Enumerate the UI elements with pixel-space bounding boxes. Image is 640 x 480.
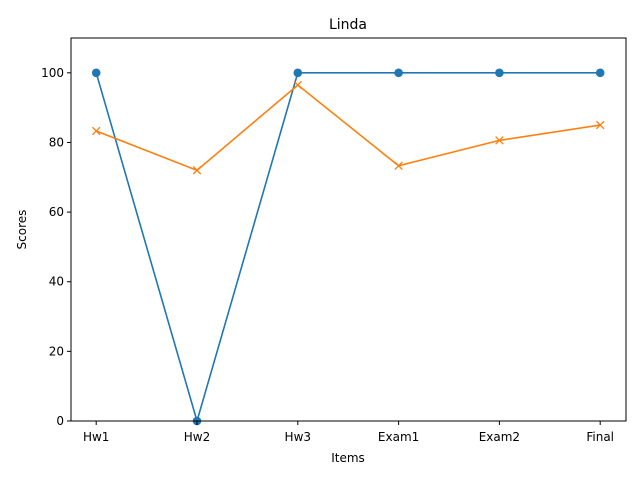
chart-title: Linda: [329, 17, 367, 33]
y-axis: 0 20 40 60 80 100: [41, 66, 71, 428]
data-point: [394, 161, 403, 171]
data-point: [595, 68, 605, 78]
data-point: [394, 68, 403, 78]
series-line: [95, 83, 601, 172]
x-tick-label: Exam2: [479, 430, 520, 444]
y-tick-label: 60: [49, 205, 64, 219]
data-point: [293, 68, 303, 78]
x-axis-label: Items: [331, 451, 365, 465]
series-1: [91, 68, 605, 426]
y-axis-label: Scores: [15, 210, 29, 250]
x-tick-label: Final: [586, 430, 614, 444]
y-tick-label: 40: [49, 275, 64, 289]
data-point: [293, 80, 303, 90]
data-point: [192, 166, 202, 175]
data-point: [91, 68, 101, 78]
y-tick-label: 20: [49, 344, 64, 358]
y-tick-label: 100: [41, 66, 64, 80]
series-line: [95, 72, 601, 424]
data-point: [91, 126, 101, 136]
plot-area: [91, 68, 605, 426]
x-tick-label: Hw2: [184, 430, 210, 444]
x-tick-label: Hw3: [285, 430, 311, 444]
x-tick-label: Hw1: [83, 430, 109, 444]
y-tick-label: 0: [56, 414, 64, 428]
y-tick-label: 80: [49, 135, 64, 149]
x-axis: Hw1 Hw2 Hw3 Exam1 Exam2 Final: [83, 421, 614, 444]
data-point: [595, 120, 605, 130]
series-2: [91, 80, 605, 175]
x-tick-label: Exam1: [378, 430, 419, 444]
data-point: [495, 68, 504, 78]
data-point: [495, 136, 504, 145]
axes-frame: [70, 37, 627, 422]
